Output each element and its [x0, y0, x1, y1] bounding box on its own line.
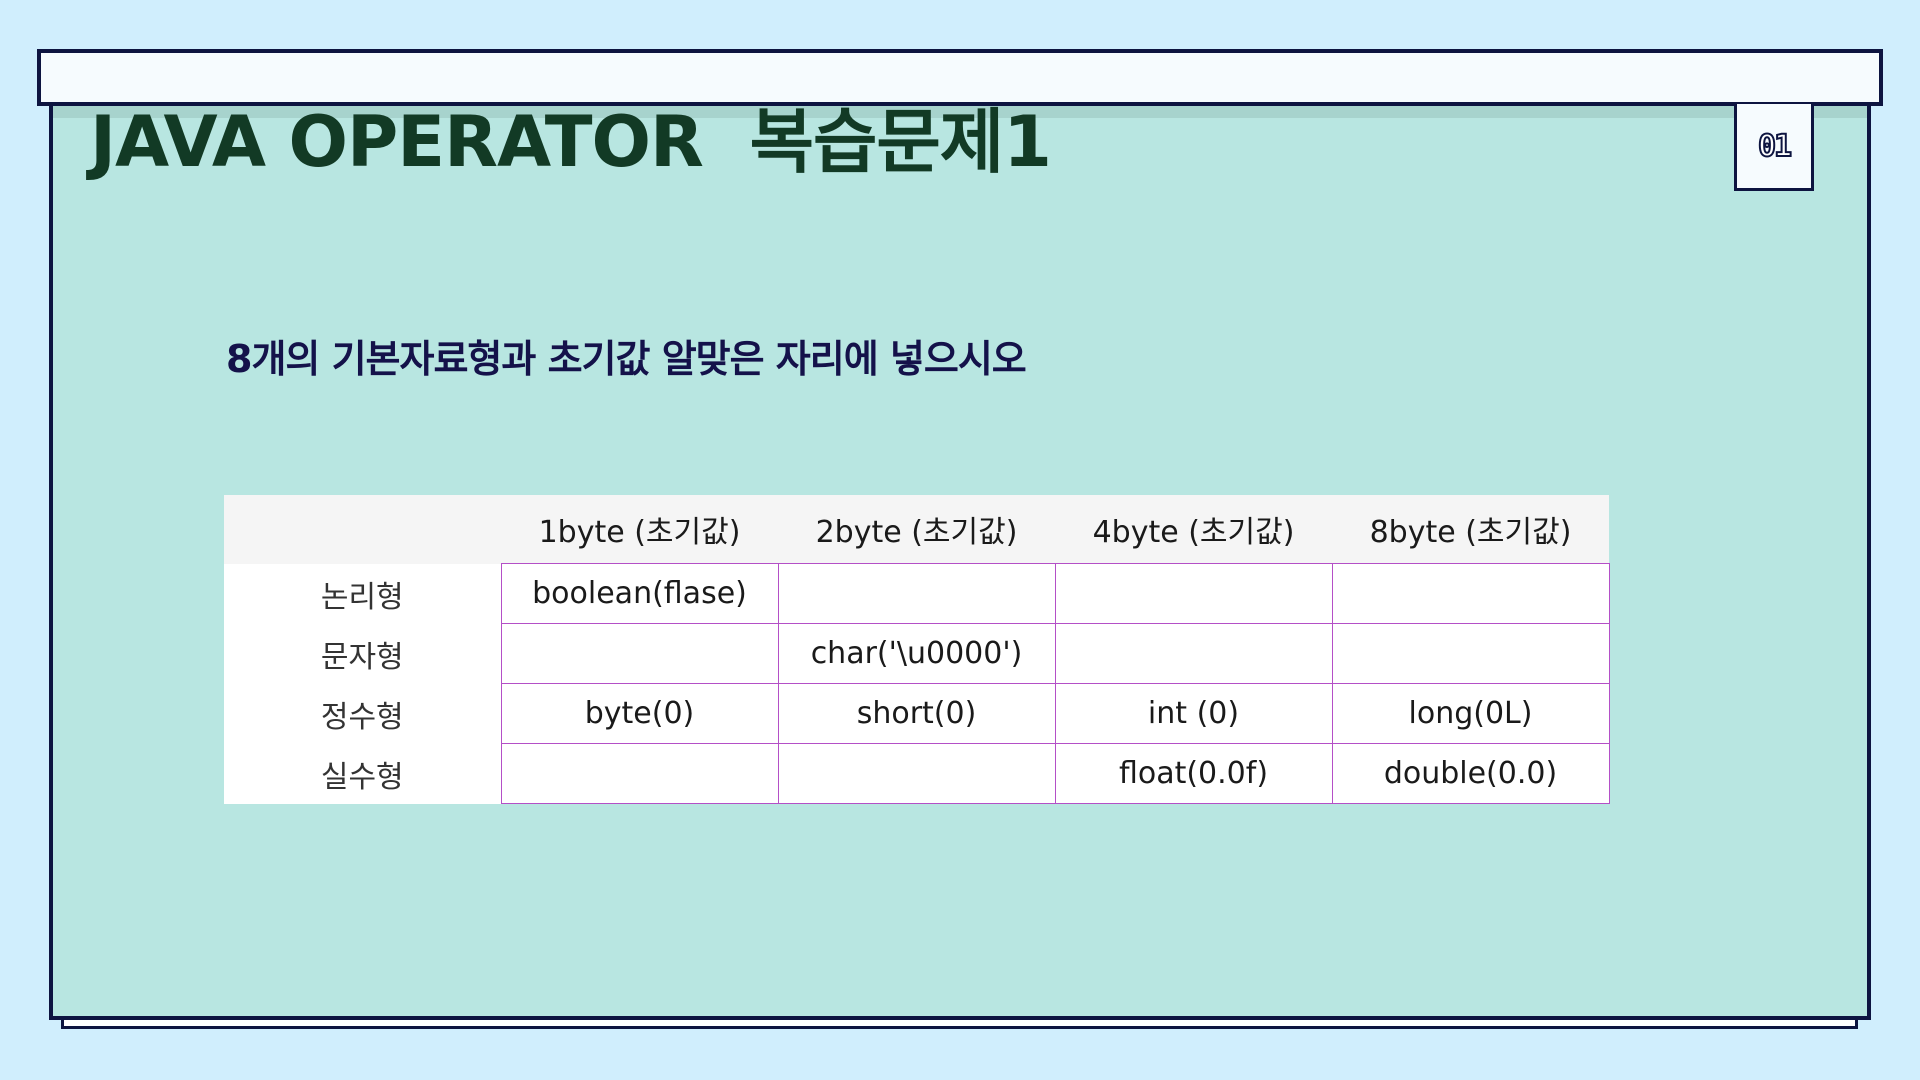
table-cell [1054, 623, 1333, 684]
table-cell: byte(0) [500, 683, 779, 744]
table-cell [777, 563, 1056, 624]
table-cell [1331, 623, 1610, 684]
table-cell: boolean(flase) [500, 563, 779, 624]
row-label-integer: 정수형 [224, 683, 501, 744]
table-row: 논리형 boolean(flase) [224, 563, 1610, 624]
table-cell: double(0.0) [1331, 743, 1610, 804]
table-cell [1331, 563, 1610, 624]
table-cell [777, 743, 1056, 804]
slide-top-bar [37, 49, 1883, 106]
table-cell: long(0L) [1331, 683, 1610, 744]
table-cell: int (0) [1054, 683, 1333, 744]
table-row: 정수형 byte(0) short(0) int (0) long(0L) [224, 683, 1610, 744]
table-cell [500, 623, 779, 684]
table-cell [500, 743, 779, 804]
column-header-2byte: 2byte (초기값) [778, 495, 1055, 564]
question-text: 8개의 기본자료형과 초기값 알맞은 자리에 넣으시오 [226, 337, 1027, 381]
table-cell: short(0) [777, 683, 1056, 744]
column-header-1byte: 1byte (초기값) [501, 495, 778, 564]
page-number-badge: 01 [1734, 104, 1814, 191]
table-row: 문자형 char('\u0000') [224, 623, 1610, 684]
table-corner-cell [224, 495, 501, 564]
table-header-row: 1byte (초기값) 2byte (초기값) 4byte (초기값) 8byt… [224, 495, 1609, 564]
row-label-character: 문자형 [224, 623, 501, 684]
table-cell: float(0.0f) [1054, 743, 1333, 804]
page-number: 01 [1757, 128, 1793, 165]
table-cell [1054, 563, 1333, 624]
column-header-4byte: 4byte (초기값) [1055, 495, 1332, 564]
panel-top-shade [53, 104, 1867, 118]
page-title: JAVA OPERATOR 복습문제1 [90, 101, 1052, 183]
table-cell: char('\u0000') [777, 623, 1056, 684]
row-label-logical: 논리형 [224, 563, 501, 624]
table-row: 실수형 float(0.0f) double(0.0) [224, 743, 1610, 804]
primitive-type-table: 1byte (초기값) 2byte (초기값) 4byte (초기값) 8byt… [224, 495, 1610, 804]
column-header-8byte: 8byte (초기값) [1332, 495, 1609, 564]
row-label-real: 실수형 [224, 743, 501, 804]
